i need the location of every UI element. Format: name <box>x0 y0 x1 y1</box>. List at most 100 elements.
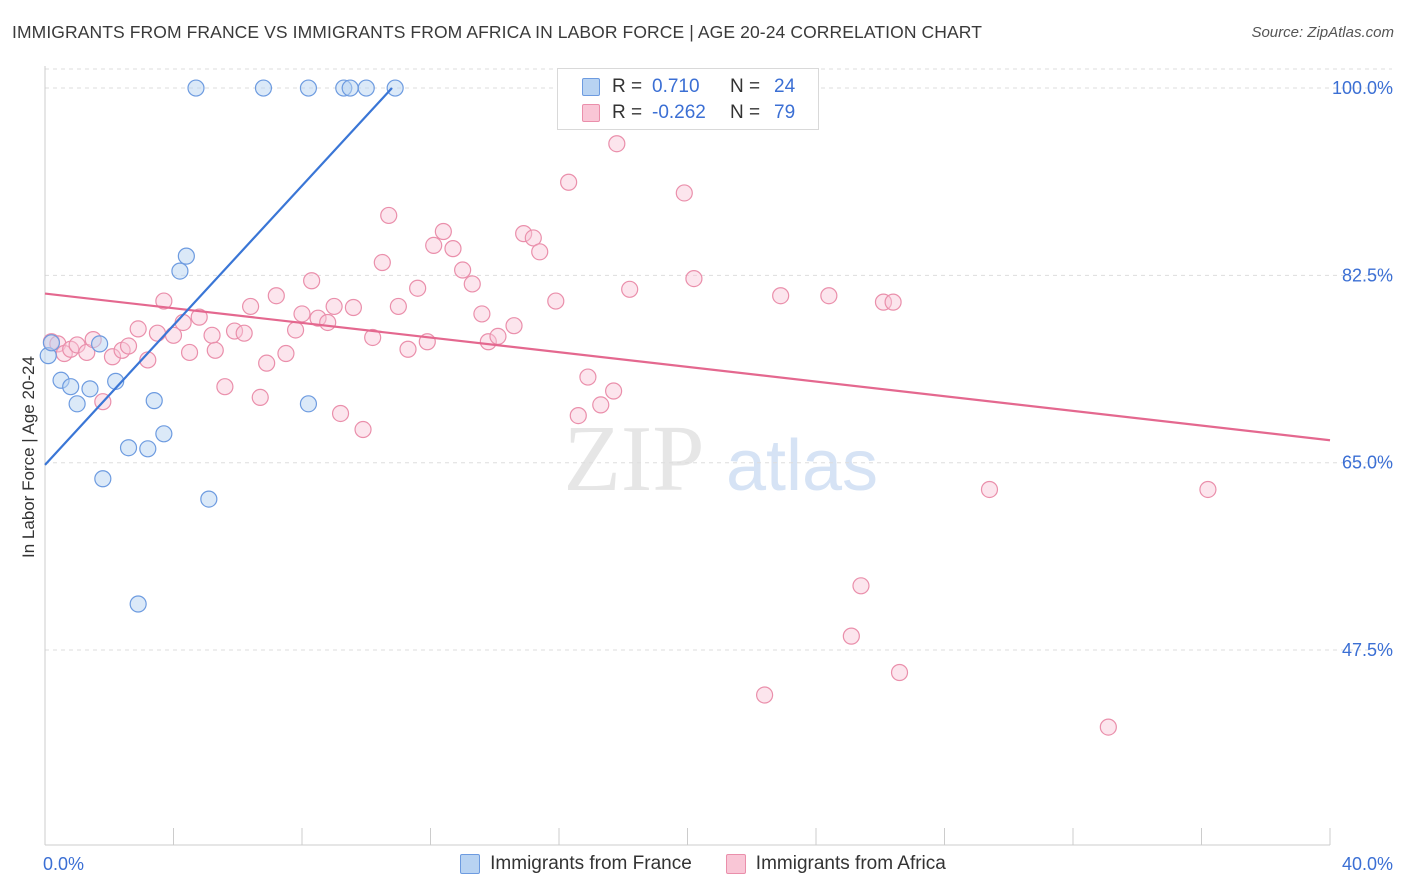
data-point-africa <box>409 279 427 297</box>
data-point-africa <box>463 275 481 293</box>
watermark-zip: ZIP <box>564 407 705 511</box>
data-point-africa <box>675 184 693 202</box>
data-point-africa <box>489 327 507 345</box>
data-point-africa <box>890 663 909 682</box>
data-point-africa <box>579 368 597 386</box>
data-point-africa <box>425 236 443 255</box>
data-point-france <box>299 79 318 97</box>
data-point-france <box>187 79 205 97</box>
watermark-atlas: atlas <box>726 426 878 506</box>
data-point-africa <box>842 627 860 645</box>
data-point-africa <box>605 382 623 400</box>
y-axis-label: In Labor Force | Age 20-24 <box>19 356 38 558</box>
data-point-africa <box>293 305 311 323</box>
data-point-africa <box>1099 718 1117 736</box>
data-point-france <box>357 79 375 97</box>
data-point-france <box>42 334 61 352</box>
data-point-africa <box>319 313 337 332</box>
data-point-africa <box>364 328 382 347</box>
data-point-france <box>129 595 147 613</box>
data-point-africa <box>515 225 533 243</box>
data-point-africa <box>148 324 167 342</box>
data-point-africa <box>531 243 549 261</box>
legend-swatch-france <box>582 78 600 96</box>
data-point-africa <box>820 287 838 305</box>
data-point-africa <box>203 326 221 344</box>
data-point-africa <box>235 324 253 342</box>
data-point-africa <box>119 337 138 355</box>
watermark: ZIP atlas <box>564 407 879 511</box>
data-point-africa <box>399 340 417 358</box>
data-point-africa <box>277 344 295 363</box>
legend-swatch-africa <box>582 104 600 122</box>
data-point-africa <box>267 287 285 305</box>
data-point-africa <box>473 305 491 323</box>
data-point-france <box>68 395 86 413</box>
data-point-france <box>171 262 189 280</box>
legend-r-value: 0.710 <box>652 76 700 97</box>
legend-row-africa: R = -0.262 N = 79 <box>582 101 795 125</box>
x-tick-label: 0.0% <box>43 854 84 874</box>
x-tick-labels: 0.0% 40.0% <box>43 854 1393 874</box>
data-point-africa <box>454 261 472 279</box>
data-point-africa <box>155 292 173 310</box>
data-point-africa <box>685 269 703 288</box>
data-point-france <box>94 470 112 488</box>
data-point-africa <box>258 354 276 372</box>
data-point-france <box>139 440 157 458</box>
data-point-france <box>341 79 359 97</box>
legend-n-label: N = <box>730 76 761 97</box>
data-point-africa <box>434 222 452 241</box>
y-tick-labels: 47.5% 65.0% 82.5% 100.0% <box>1332 78 1393 660</box>
data-point-africa <box>608 135 626 153</box>
data-point-africa <box>505 317 523 335</box>
legend-n-value: 24 <box>774 76 796 97</box>
chart-title: IMMIGRANTS FROM FRANCE VS IMMIGRANTS FRO… <box>12 22 982 42</box>
data-point-africa <box>190 308 208 326</box>
data-point-africa <box>592 396 610 414</box>
y-tick-label: 82.5% <box>1342 265 1393 285</box>
data-point-africa <box>874 293 893 311</box>
data-point-france <box>200 490 218 508</box>
data-point-africa <box>251 388 269 407</box>
data-point-africa <box>547 292 565 310</box>
data-point-france <box>91 335 109 353</box>
data-point-africa <box>331 404 350 423</box>
data-point-africa <box>389 297 407 316</box>
data-point-africa <box>303 272 321 290</box>
data-point-africa <box>560 173 578 191</box>
legend-r-value: -0.262 <box>652 102 706 123</box>
legend-r-label: R = <box>612 76 643 97</box>
data-point-africa <box>180 343 199 362</box>
legend-n-value: 79 <box>774 102 796 123</box>
data-point-africa <box>354 420 372 439</box>
trendline-france <box>44 87 393 466</box>
data-point-africa <box>524 229 542 247</box>
legend-r-label: R = <box>612 102 643 123</box>
correlation-legend: R = 0.710 N = 24 R = -0.262 N = 79 <box>557 68 819 130</box>
data-point-france <box>62 378 80 396</box>
data-point-africa <box>755 686 774 704</box>
legend-swatch-france <box>460 854 481 874</box>
legend-n-label: N = <box>730 102 761 123</box>
legend-row-france: R = 0.710 N = 24 <box>582 75 795 99</box>
legend-item-africa: Immigrants from Africa <box>725 853 946 875</box>
legend-swatch-africa <box>725 854 746 874</box>
data-point-france <box>119 439 138 457</box>
legend-label-africa: Immigrants from Africa <box>755 853 946 874</box>
data-point-africa <box>569 407 587 425</box>
data-point-africa <box>621 280 639 298</box>
y-tick-label: 47.5% <box>1342 640 1393 660</box>
data-point-africa <box>309 309 327 327</box>
data-point-africa <box>242 297 260 316</box>
x-tick-label: 40.0% <box>1342 854 1393 874</box>
source-label: Source: ZipAtlas.com <box>1251 24 1394 41</box>
data-point-france <box>145 392 163 410</box>
axes <box>44 66 1331 846</box>
data-point-africa <box>884 293 902 311</box>
data-point-africa <box>216 378 234 396</box>
data-point-france <box>254 79 273 97</box>
data-point-africa <box>206 341 224 359</box>
france-series <box>39 79 404 613</box>
